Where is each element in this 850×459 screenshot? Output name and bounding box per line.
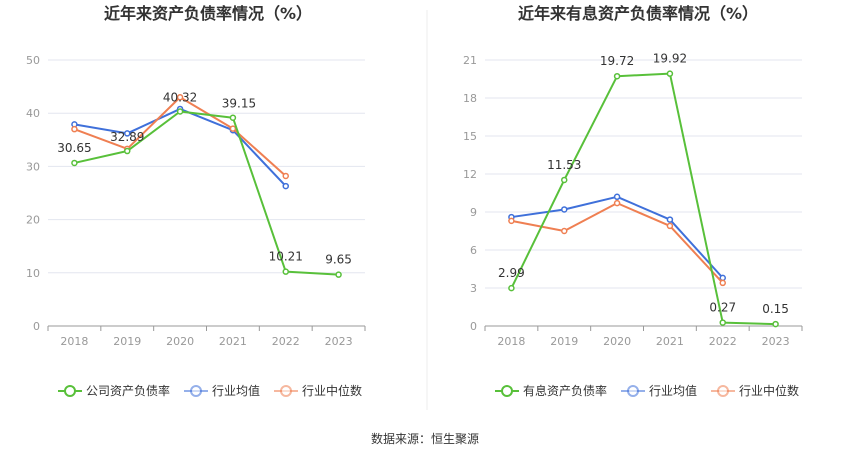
data-point-company[interactable] [71, 159, 78, 167]
data-point-company[interactable] [282, 268, 289, 275]
x-tick-label: 2019 [113, 335, 141, 348]
legend-marker [501, 385, 513, 397]
data-point-avg[interactable] [561, 206, 568, 213]
legend-item-avg[interactable]: 行业均值 [184, 383, 260, 398]
data-point-company[interactable] [229, 114, 237, 121]
y-tick-label: 20 [26, 214, 40, 227]
data-point-median[interactable] [282, 172, 289, 180]
legend-label: 行业中位数 [739, 383, 799, 398]
data-point-median[interactable] [508, 217, 515, 225]
data-point-median[interactable] [561, 227, 568, 235]
data-point-company[interactable] [561, 176, 568, 184]
x-tick-label: 2022 [709, 335, 737, 348]
y-tick-label: 21 [463, 54, 477, 67]
x-tick-label: 2022 [272, 335, 300, 348]
chart-panel-1: 近年来资产负债率情况（%） 0 10 20 30 40 50 2018 2019 2020 2021… [26, 4, 366, 398]
data-point-company[interactable] [613, 72, 621, 80]
x-tick-label: 2018 [60, 335, 88, 348]
y-tick-label: 3 [470, 282, 477, 295]
data-label: 2.99 [498, 266, 525, 280]
data-point-avg[interactable] [613, 193, 621, 201]
legend-item-median[interactable]: 行业中位数 [711, 383, 799, 398]
data-point-median[interactable] [229, 125, 237, 132]
data-label: 0.15 [762, 302, 789, 316]
data-label: 19.92 [653, 52, 687, 66]
data-point-company[interactable] [772, 320, 779, 328]
y-tick-label: 6 [470, 244, 477, 257]
data-point-median[interactable] [71, 125, 78, 133]
y-tick-label: 15 [463, 130, 477, 143]
x-tick-label: 2021 [219, 335, 247, 348]
x-tick-label: 2020 [166, 335, 194, 348]
legend-item-median[interactable]: 行业中位数 [274, 383, 362, 398]
data-point-company[interactable] [508, 284, 515, 292]
legend-marker [190, 385, 202, 397]
y-tick-label: 10 [26, 267, 40, 280]
legend-marker [717, 385, 729, 397]
data-point-company[interactable] [719, 319, 726, 326]
series-line-company [74, 110, 339, 276]
y-tick-label: 18 [463, 92, 477, 105]
series-line-company [510, 72, 776, 326]
data-label: 19.72 [600, 54, 634, 68]
y-tick-label: 9 [470, 206, 477, 219]
data-label: 9.65 [325, 253, 352, 267]
legend-label: 行业均值 [212, 383, 260, 398]
legend-marker [64, 385, 76, 397]
data-source: 数据来源：恒生聚源 [371, 431, 479, 446]
x-tick-label: 2019 [550, 335, 578, 348]
data-point-median[interactable] [176, 93, 184, 101]
data-label: 32.89 [110, 130, 144, 144]
data-point-avg[interactable] [282, 182, 289, 190]
series-line-avg [511, 195, 724, 279]
data-point-avg[interactable] [124, 130, 131, 137]
data-point-median[interactable] [613, 199, 621, 207]
data-label: 0.27 [709, 301, 736, 315]
x-tick-label: 2020 [603, 335, 631, 348]
legend-label: 行业均值 [649, 383, 697, 398]
data-point-median[interactable] [719, 279, 726, 287]
legend-item-avg[interactable]: 行业均值 [621, 383, 697, 398]
x-tick-label: 2021 [656, 335, 684, 348]
y-tick-label: 40 [26, 107, 40, 120]
data-label: 10.21 [269, 250, 303, 264]
y-tick-label: 0 [470, 320, 477, 333]
y-tick-label: 30 [26, 160, 40, 173]
legend-marker [627, 385, 639, 397]
x-tick-label: 2018 [497, 335, 525, 348]
data-point-company[interactable] [335, 271, 342, 278]
data-point-company[interactable] [176, 108, 184, 115]
data-point-median[interactable] [666, 222, 674, 230]
data-label: 40.32 [163, 90, 197, 104]
x-tick-label: 2023 [762, 335, 790, 348]
chart-title: 近年来有息资产负债率情况（%） [518, 4, 758, 23]
y-tick-label: 0 [33, 320, 40, 333]
data-label: 30.65 [57, 141, 91, 155]
data-point-company[interactable] [666, 70, 674, 77]
y-tick-label: 50 [26, 54, 40, 67]
legend-item-company[interactable]: 有息资产负债率 [495, 383, 607, 398]
data-label: 39.15 [222, 97, 256, 111]
data-label: 11.53 [547, 158, 581, 172]
legend-marker [280, 385, 292, 397]
legend-label: 公司资产负债率 [86, 383, 170, 398]
x-tick-label: 2023 [325, 335, 353, 348]
legend-label: 行业中位数 [302, 383, 362, 398]
legend-item-company[interactable]: 公司资产负债率 [58, 383, 170, 398]
data-point-avg[interactable] [666, 216, 674, 223]
chart-title: 近年来资产负债率情况（%） [104, 4, 312, 23]
chart-panel-2: 近年来有息资产负债率情况（%） 0 3 6 9 12 15 18 21 2018 2019 2020 2… [463, 4, 803, 398]
y-tick-label: 12 [463, 168, 477, 181]
legend-label: 有息资产负债率 [523, 383, 607, 398]
data-point-company[interactable] [124, 147, 131, 155]
